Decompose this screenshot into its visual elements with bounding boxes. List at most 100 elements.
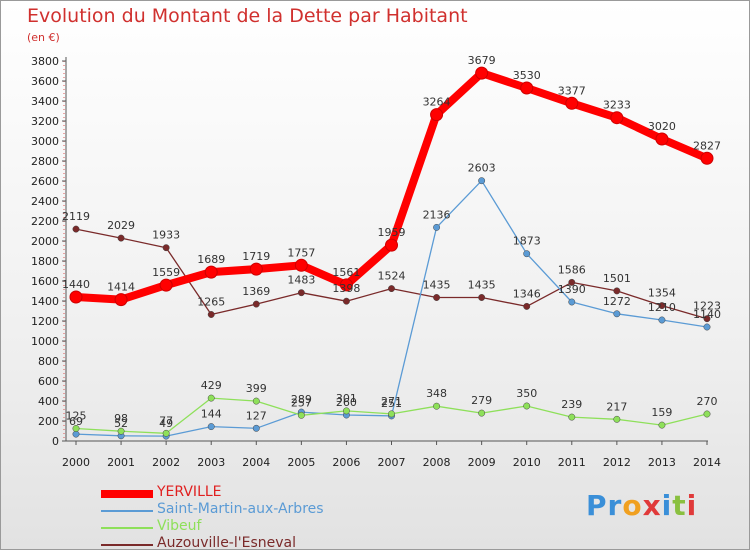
data-label: 1440: [62, 278, 90, 291]
data-point: [523, 302, 531, 310]
x-tick-label: 2012: [603, 456, 631, 469]
x-tick-label: 2005: [287, 456, 315, 469]
x-tick-label: 2007: [378, 456, 406, 469]
data-label: 301: [336, 392, 357, 405]
data-label: 251: [381, 397, 402, 410]
data-point: [433, 294, 441, 301]
y-tick-label: 1200: [31, 315, 59, 328]
data-point: [478, 294, 486, 301]
chart-subtitle: (en €): [27, 31, 60, 44]
logo-letter: t: [672, 489, 687, 522]
data-label: 1719: [242, 250, 270, 263]
data-label: 69: [69, 415, 83, 428]
data-label: 399: [246, 382, 267, 395]
x-tick-label: 2011: [558, 456, 586, 469]
y-tick-label: 0: [52, 435, 59, 448]
logo-letter: r: [607, 489, 623, 522]
data-point: [700, 151, 714, 165]
data-point: [658, 421, 666, 429]
data-point: [703, 315, 711, 323]
data-point: [613, 415, 621, 423]
data-label: 144: [201, 408, 222, 421]
y-tick-label: 3400: [31, 95, 59, 108]
legend-label: Vibeuf: [157, 518, 202, 534]
data-label: 98: [114, 412, 128, 425]
data-point: [703, 410, 711, 418]
data-point: [613, 310, 621, 318]
legend-label: Auzouville-l'Esneval: [157, 535, 296, 551]
data-label: 1272: [603, 295, 631, 308]
legend-swatch: [101, 527, 153, 529]
chart-title: Evolution du Montant de la Dette par Hab…: [27, 5, 468, 27]
data-point: [658, 316, 666, 324]
x-tick-label: 2014: [693, 456, 721, 469]
data-label: 3233: [603, 99, 631, 112]
data-point: [610, 111, 624, 125]
y-tick-label: 400: [38, 395, 59, 408]
data-label: 1501: [603, 272, 631, 285]
data-label: 159: [651, 406, 672, 419]
data-label: 2029: [107, 219, 135, 232]
data-label: 52: [114, 417, 128, 430]
x-tick-label: 2010: [513, 456, 541, 469]
data-point: [568, 413, 576, 421]
data-point: [475, 66, 489, 80]
data-label: 3264: [423, 96, 451, 109]
data-point: [565, 96, 579, 110]
logo-letter: i: [686, 489, 698, 522]
x-tick-label: 2004: [242, 456, 270, 469]
data-point: [523, 402, 531, 410]
data-label: 1435: [468, 279, 496, 292]
data-point: [568, 278, 576, 286]
data-label: 127: [246, 409, 267, 422]
data-label: 2827: [693, 139, 721, 152]
data-point: [207, 394, 215, 402]
data-label: 1223: [693, 300, 721, 313]
data-label: 3020: [648, 120, 676, 133]
data-point: [162, 244, 170, 252]
logo-letter: i: [661, 489, 673, 522]
y-tick-label: 1800: [31, 255, 59, 268]
legend-swatch: [101, 544, 153, 546]
y-tick-label: 2200: [31, 215, 59, 228]
data-point: [297, 411, 305, 419]
data-label: 3377: [558, 84, 586, 97]
data-label: 1346: [513, 287, 541, 300]
data-point: [342, 407, 350, 415]
data-point: [117, 427, 125, 435]
logo-letter: x: [642, 489, 662, 522]
data-label: 1561: [332, 266, 360, 279]
legend-swatch: [101, 510, 153, 512]
y-tick-label: 2400: [31, 195, 59, 208]
logo-letter: o: [622, 489, 643, 522]
legend-swatch: [101, 490, 153, 498]
data-point: [658, 302, 666, 310]
logo-letter: P: [586, 489, 608, 522]
data-label: 217: [606, 400, 627, 413]
data-label: 1689: [197, 253, 225, 266]
data-point: [252, 300, 260, 308]
y-tick-label: 3800: [31, 55, 59, 68]
y-tick-label: 1400: [31, 295, 59, 308]
data-label: 3679: [468, 54, 496, 67]
data-point: [117, 234, 125, 242]
y-tick-label: 2800: [31, 155, 59, 168]
data-point: [69, 290, 83, 304]
data-label: 271: [381, 395, 402, 408]
data-label: 1265: [197, 296, 225, 309]
y-tick-label: 3000: [31, 135, 59, 148]
data-point: [385, 238, 398, 252]
data-label: 1933: [152, 229, 180, 242]
data-point: [342, 297, 350, 305]
data-label: 1369: [242, 285, 270, 298]
data-point: [294, 258, 308, 272]
x-tick-label: 2000: [62, 456, 90, 469]
data-label: 350: [516, 387, 537, 400]
data-label: 1354: [648, 287, 676, 300]
data-point: [655, 132, 669, 146]
data-label: 279: [471, 394, 492, 407]
data-point: [703, 323, 711, 331]
data-label: 1210: [648, 301, 676, 314]
